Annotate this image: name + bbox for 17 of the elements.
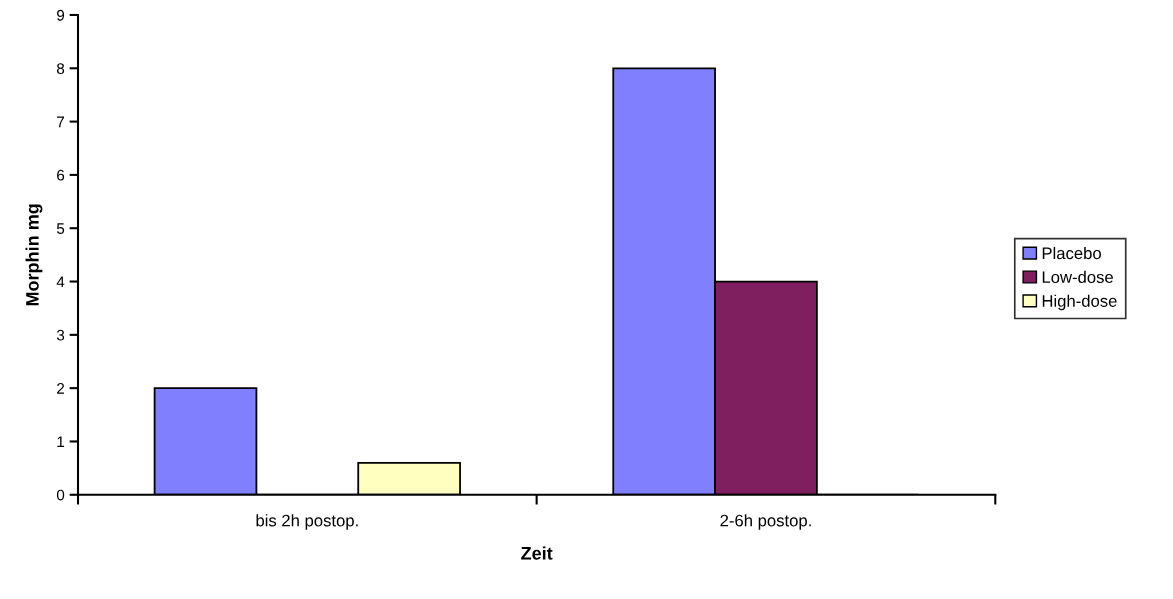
y-tick-label: 1 (57, 436, 65, 447)
y-tick-label: 8 (56, 63, 65, 74)
y-tick-label: 6 (57, 169, 65, 181)
y-tick-label: 7 (57, 116, 65, 128)
y-tick-label: 3 (56, 329, 65, 341)
x-axis-title: Zeit (521, 546, 553, 560)
y-tick-label: 2 (57, 383, 65, 394)
y-tick-label: 0 (56, 489, 65, 501)
y-tick-label: 5 (56, 223, 65, 234)
legend-label: Low-dose (1042, 270, 1113, 284)
legend-label: High-dose (1042, 294, 1117, 311)
legend-label: Placebo (1042, 246, 1101, 260)
y-tick-label: 4 (56, 276, 65, 288)
y-axis-title: Morphin mg (25, 204, 43, 306)
y-tick-label: 9 (57, 9, 65, 21)
x-tick-label: bis 2h postop. (256, 514, 358, 530)
x-tick-label: 2-6h postop. (720, 514, 811, 530)
